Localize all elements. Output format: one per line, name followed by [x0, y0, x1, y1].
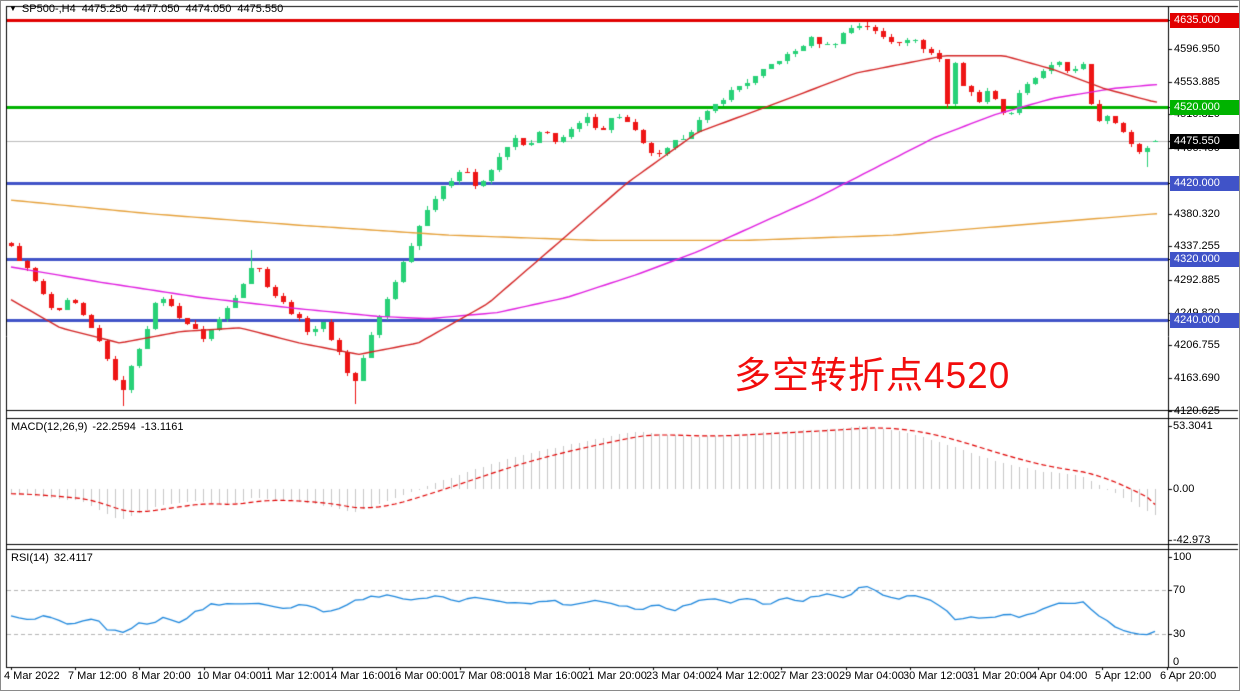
time-axis-label: 4 Apr 04:00: [1031, 670, 1088, 682]
rsi-label: RSI(14): [11, 552, 49, 564]
symbol-label: SP500-,H4: [21, 3, 76, 15]
macd-label: MACD(12,26,9): [11, 421, 88, 433]
price-axis-tick: 4292.885: [1174, 274, 1220, 286]
time-axis-label: 17 Mar 08:00: [453, 670, 518, 682]
rsi-axis-tick: 100: [1173, 551, 1192, 563]
trend-annotation: 多空转折点4520: [734, 355, 1011, 396]
price-axis-badge: 4635.000: [1170, 13, 1239, 28]
time-axis-label: 10 Mar 04:00: [197, 670, 262, 682]
time-axis-label: 16 Mar 00:00: [389, 670, 454, 682]
price-axis-tick: 4380.320: [1174, 207, 1220, 220]
ohlc-low: 4474.050: [185, 3, 232, 15]
price-axis-tick: 4553.885: [1174, 75, 1220, 88]
time-axis-label: 4 Mar 2022: [4, 670, 60, 682]
price-axis-tick: 4163.690: [1174, 372, 1220, 385]
chart-title: ▼ SP500-,H4 4475.250 4477.050 4474.050 4475.5…: [9, 3, 283, 15]
time-axis-label: 30 Mar 12:00: [903, 670, 968, 682]
rsi-value: 32.4117: [53, 552, 93, 564]
macd-panel-header: MACD(12,26,9) -22.2594 -13.1161: [11, 421, 183, 433]
time-axis-label: 5 Apr 12:00: [1095, 670, 1152, 682]
symbol-dropdown-icon[interactable]: ▼: [9, 4, 17, 13]
rsi-axis-tick: 0: [1173, 656, 1180, 668]
time-axis-label: 7 Mar 12:00: [68, 670, 127, 682]
time-axis-label: 29 Mar 04:00: [839, 670, 904, 682]
price-axis-tick: 4206.755: [1174, 339, 1220, 352]
time-axis-label: 14 Mar 16:00: [325, 670, 390, 682]
time-axis-label: 31 Mar 20:00: [967, 670, 1032, 682]
price-axis-badge: 4520.000: [1170, 100, 1239, 116]
price-axis-tick: 4337.255: [1174, 240, 1220, 253]
ohlc-close: 4475.550: [237, 3, 284, 15]
time-axis-label: 18 Mar 16:00: [518, 670, 583, 682]
time-axis-label: 27 Mar 23:00: [774, 670, 839, 682]
macd-axis-tick: 53.3041: [1173, 419, 1213, 432]
price-axis-badge: 4420.000: [1170, 176, 1239, 192]
price-axis-badge: 4240.000: [1170, 313, 1239, 329]
price-axis-tick: 4596.950: [1174, 42, 1220, 55]
time-axis-label: 23 Mar 04:00: [646, 670, 711, 682]
ohlc-high: 4477.050: [133, 3, 180, 15]
ohlc-open: 4475.250: [81, 3, 128, 15]
macd-axis-tick: -42.973: [1173, 533, 1211, 546]
rsi-axis-tick: 70: [1173, 584, 1186, 596]
time-axis-label: 6 Apr 20:00: [1160, 670, 1217, 682]
time-axis-label: 8 Mar 20:00: [132, 670, 191, 682]
price-axis-tick: 4120.625: [1174, 404, 1220, 417]
time-axis-label: 24 Mar 12:00: [710, 670, 775, 682]
macd-signal-value: -13.1161: [140, 421, 184, 433]
macd-main-value: -22.2594: [92, 421, 136, 433]
macd-axis-tick: 0.00: [1173, 483, 1195, 495]
rsi-axis-tick: 30: [1173, 628, 1186, 640]
price-axis-badge: 4320.000: [1170, 252, 1239, 268]
time-axis-label: 11 Mar 12:00: [261, 670, 326, 682]
rsi-panel-header: RSI(14) 32.4117: [11, 552, 93, 564]
time-axis-label: 21 Mar 20:00: [582, 670, 647, 682]
price-axis-badge: 4475.550: [1170, 134, 1239, 150]
